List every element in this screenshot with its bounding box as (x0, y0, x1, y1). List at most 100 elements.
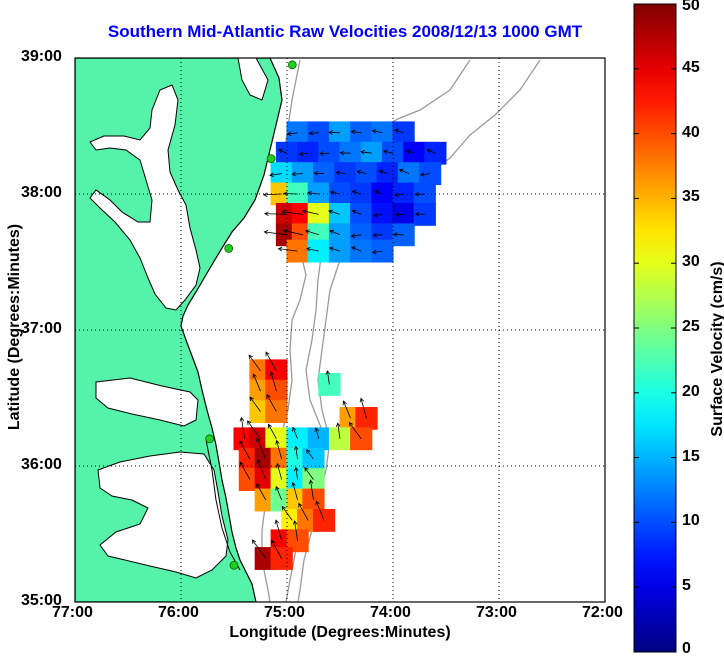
velocity-vector (392, 232, 404, 237)
x-tick-label: 75:00 (264, 604, 305, 621)
y-tick-label: 37:00 (21, 320, 62, 337)
velocity-vector (328, 209, 341, 215)
velocity-vector (350, 129, 362, 135)
velocity-vector (335, 422, 341, 439)
velocity-vector (329, 190, 341, 195)
velocity-vector (251, 539, 267, 559)
velocity-vector (394, 192, 404, 197)
velocity-vector (374, 190, 383, 195)
velocity-vector (274, 519, 283, 541)
velocity-vector (315, 500, 325, 521)
velocity-vector (292, 426, 298, 439)
pamlico-sound (97, 451, 229, 579)
colorbar-tick-label: 20 (682, 382, 700, 400)
velocity-vector (314, 427, 320, 439)
velocity-vector (350, 233, 362, 238)
velocity-vector (294, 466, 299, 480)
velocity-vector (414, 211, 425, 217)
colorbar-tick-label: 35 (682, 188, 700, 206)
velocity-vector (280, 209, 303, 215)
velocity-cell (424, 141, 447, 165)
colorbar-tick-label: 25 (682, 318, 700, 335)
x-tick-label: 74:00 (370, 604, 411, 621)
velocity-vector (277, 148, 288, 154)
colorbar-tick-label: 0 (682, 640, 691, 657)
velocity-vector (395, 212, 404, 217)
station-marker (266, 154, 276, 164)
velocity-vector (360, 150, 372, 155)
velocity-vector (239, 440, 251, 460)
velocity-vector (351, 246, 362, 252)
velocity-vector (304, 467, 314, 480)
colorbar-label: Surface Velocity (cm/s) (709, 261, 724, 437)
velocity-cell (339, 141, 362, 165)
chart-title: Southern Mid-Atlantic Raw Velocities 200… (107, 22, 583, 41)
velocity-vector (293, 445, 299, 460)
velocity-vector (269, 172, 282, 178)
velocity-vector (319, 151, 330, 156)
velocity-vector (256, 483, 267, 501)
station-marker (229, 560, 239, 570)
velocity-vector (335, 170, 346, 176)
hf-radar-stations (205, 60, 297, 570)
velocity-vector (262, 192, 282, 198)
velocity-vector (269, 371, 277, 392)
x-tick-label: 77:00 (52, 604, 93, 621)
station-marker (287, 60, 297, 70)
x-tick-label: 73:00 (476, 604, 517, 621)
velocity-vector (398, 168, 410, 174)
velocity-vector (313, 171, 325, 176)
velocity-vector (239, 461, 251, 480)
colorbar-tick-label: 40 (682, 123, 700, 141)
velocity-vector (308, 130, 319, 136)
velocity-vector (405, 149, 415, 154)
velocity-cell (413, 203, 436, 226)
colorbar-tick-label: 30 (682, 253, 700, 271)
y-tick-label: 39:00 (21, 48, 62, 65)
velocity-vector (247, 420, 261, 440)
velocity-cell (307, 182, 330, 206)
velocity-vector (394, 128, 404, 134)
velocity-vector (252, 373, 261, 392)
velocity-vector (281, 505, 293, 521)
velocity-vector (248, 354, 261, 372)
velocity-cell (360, 141, 383, 165)
velocity-vector (382, 149, 394, 155)
barrier-islands (205, 439, 241, 571)
velocity-vector (373, 212, 383, 218)
velocity-vector (298, 151, 309, 157)
velocity-vector (271, 539, 283, 559)
delaware-bay (237, 58, 269, 101)
velocity-vector (301, 209, 319, 215)
y-tick-label: 38:00 (21, 184, 62, 201)
velocity-vector (378, 169, 388, 175)
colorbar-ticks (634, 3, 676, 653)
velocity-vector (266, 393, 277, 412)
velocity-vector (298, 502, 309, 521)
velocity-vector (256, 458, 267, 480)
colorbar-tick-label: 15 (682, 447, 700, 465)
velocity-vector (325, 370, 331, 385)
velocity-vector (264, 211, 288, 216)
velocity-vector (277, 246, 298, 252)
velocity-cell (334, 162, 357, 185)
velocity-cell (307, 121, 330, 145)
velocity-cell (381, 141, 405, 165)
velocity-vector (239, 416, 245, 439)
station-marker (224, 243, 234, 253)
velocity-vector (304, 229, 319, 236)
velocity-vector (356, 170, 367, 175)
velocity-vector (372, 232, 383, 238)
velocity-vector (268, 423, 277, 439)
station-marker (205, 434, 215, 444)
velocity-vector (371, 249, 383, 255)
velocity-vector (275, 485, 283, 501)
velocity-vector (371, 129, 383, 134)
x-tick-label: 72:00 (582, 604, 623, 621)
x-tick-label: 76:00 (158, 604, 199, 621)
velocity-vector (328, 246, 341, 252)
x-axis-label: Longitude (Degrees:Minutes) (229, 624, 451, 641)
chesapeake-bay (89, 84, 201, 311)
velocity-cell (307, 427, 330, 451)
